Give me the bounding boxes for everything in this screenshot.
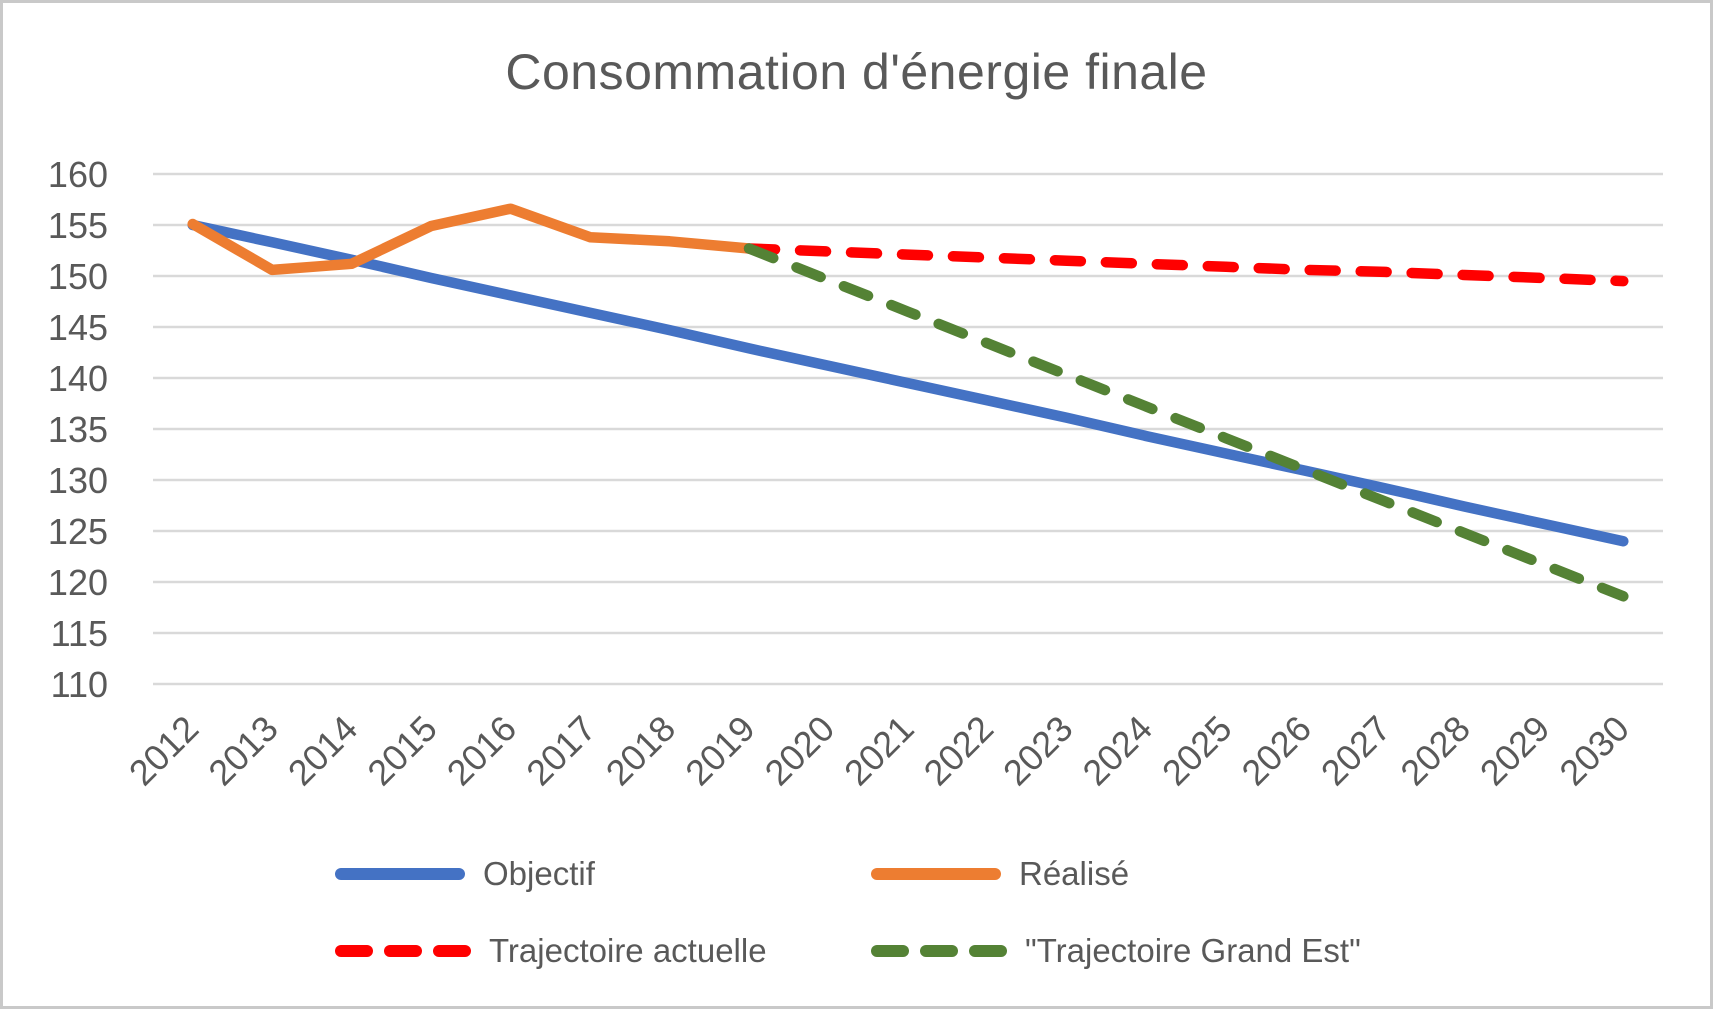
legend-item-trajectoire-grand-est: "Trajectoire Grand Est" (871, 932, 1361, 970)
x-tick-label: 2017 (518, 708, 604, 794)
legend-swatch-solid-line (871, 867, 1001, 880)
y-tick-label: 120 (48, 562, 108, 603)
x-tick-label: 2027 (1313, 708, 1399, 794)
x-tick-label: 2020 (757, 708, 843, 794)
x-tick-label: 2016 (439, 708, 525, 794)
legend-item-realise: Réalisé (871, 855, 1129, 893)
x-tick-label: 2014 (280, 708, 366, 794)
x-tick-label: 2012 (121, 708, 207, 794)
x-tick-label: 2015 (359, 708, 445, 794)
x-tick-label: 2022 (916, 708, 1002, 794)
y-tick-label: 110 (51, 664, 108, 705)
legend-label: Réalisé (1019, 854, 1130, 892)
y-tick-label: 125 (48, 511, 108, 552)
series-line-trajectoire-actuelle (743, 243, 1629, 287)
y-tick-label: 150 (48, 256, 108, 297)
x-tick-label: 2025 (1154, 708, 1240, 794)
legend-label: Objectif (483, 854, 595, 892)
y-tick-label: 135 (48, 409, 108, 450)
x-tick-label: 2021 (836, 708, 922, 794)
legend-label: "Trajectoire Grand Est" (1025, 931, 1361, 969)
legend-row: Trajectoire actuelle "Trajectoire Grand E… (335, 912, 1361, 989)
y-tick-label: 145 (48, 307, 108, 348)
chart-title: Consommation d'énergie finale (505, 44, 1208, 100)
y-tick-label: 115 (51, 613, 108, 654)
legend-swatch-dashed-line (335, 944, 471, 957)
series-line-objectif (187, 219, 1629, 547)
legend-label: Trajectoire actuelle (489, 931, 767, 969)
x-tick-label: 2029 (1472, 708, 1558, 794)
x-tick-label: 2030 (1551, 708, 1637, 794)
y-tick-label: 140 (48, 358, 108, 399)
y-tick-label: 130 (48, 460, 108, 501)
y-tick-label: 155 (48, 205, 108, 246)
x-tick-label: 2028 (1392, 708, 1478, 794)
x-tick-label: 2018 (598, 708, 684, 794)
x-tick-label: 2019 (677, 708, 763, 794)
y-tick-label: 160 (48, 154, 108, 195)
chart-legend: Objectif Réalisé Trajectoire actuelle "Traj… (335, 835, 1361, 989)
x-tick-label: 2023 (995, 708, 1081, 794)
legend-item-trajectoire-actuelle: Trajectoire actuelle (335, 932, 871, 970)
line-chart: 1601551501451401351301251201151102012201… (48, 154, 1663, 794)
x-tick-label: 2013 (200, 708, 286, 794)
legend-swatch-dashed-line (871, 944, 1007, 957)
series-line-trajectoire-grand-est (743, 243, 1629, 602)
legend-swatch-solid-line (335, 867, 465, 880)
x-tick-label: 2026 (1233, 708, 1319, 794)
legend-row: Objectif Réalisé (335, 835, 1361, 912)
x-tick-label: 2024 (1074, 708, 1160, 794)
legend-item-objectif: Objectif (335, 855, 871, 893)
series-line-realise (187, 203, 755, 276)
